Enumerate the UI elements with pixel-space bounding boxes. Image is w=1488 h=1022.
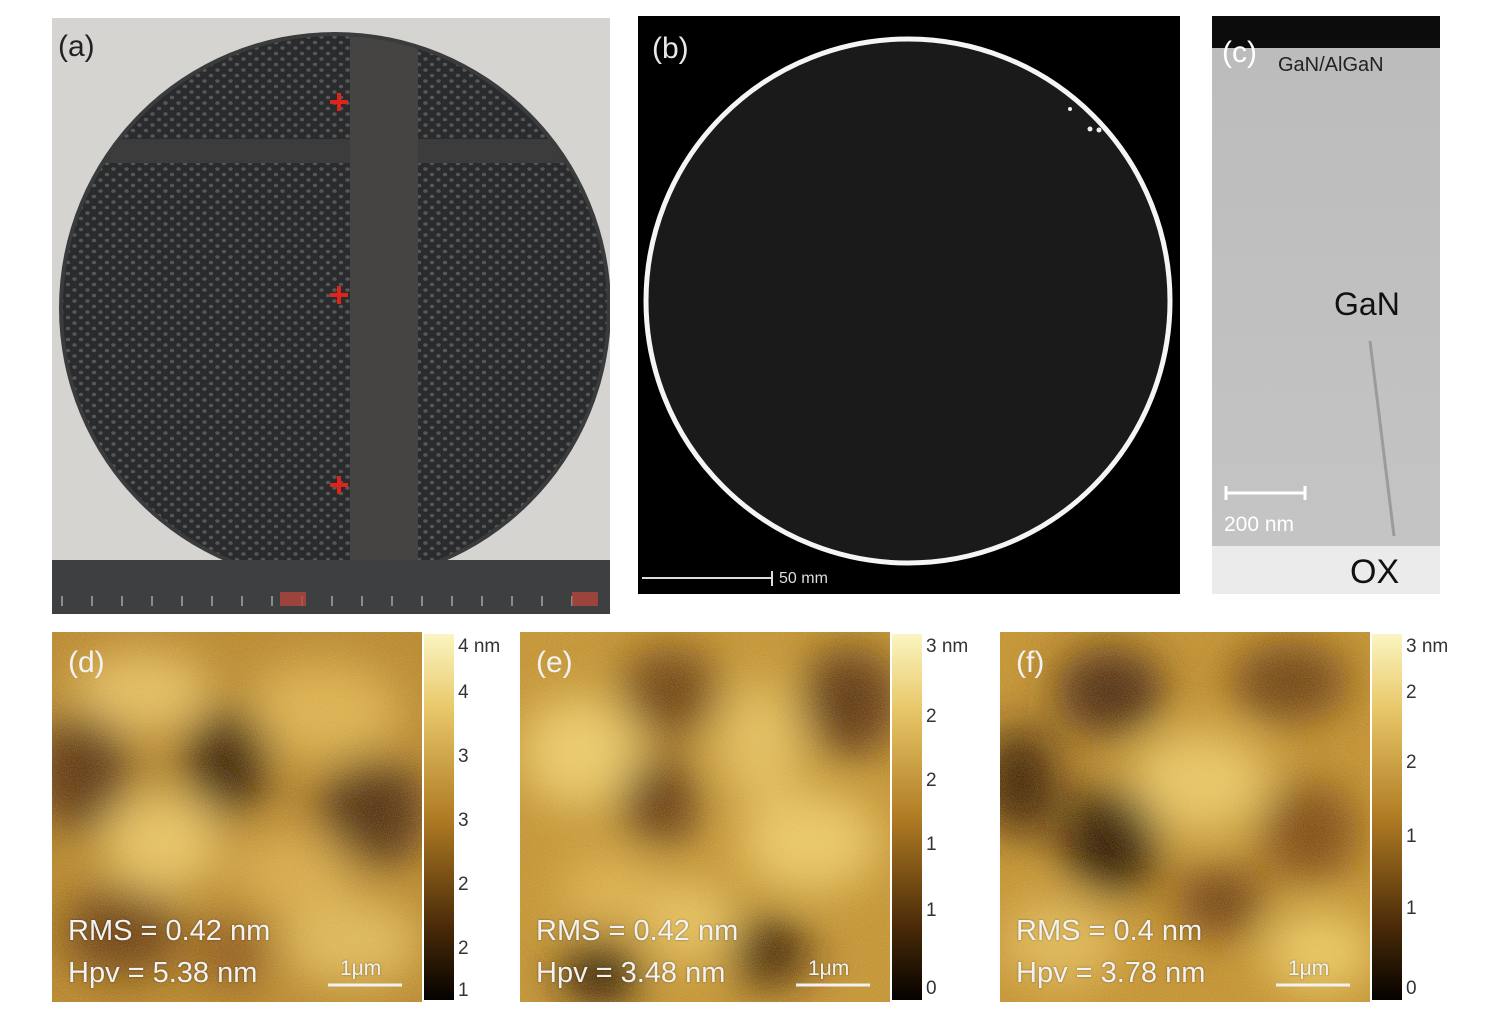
colorbar-f-max: 3 nm <box>1406 636 1449 657</box>
colorbar-d-tick: 1 <box>458 980 469 1001</box>
panel-e-label: (e) <box>536 646 573 679</box>
colorbar-f-tick: 1 <box>1406 898 1417 919</box>
colorbar-d-tick: 2 <box>458 938 469 959</box>
scale-bar-c-label: 200 nm <box>1224 513 1295 536</box>
scale-e: 1μm <box>808 957 850 980</box>
afm-image-f: (f) RMS = 0.4 nm Hpv = 3.78 nm 1μm <box>1000 632 1370 1002</box>
top-layer <box>1212 16 1440 48</box>
panel-c-label: (c) <box>1222 36 1257 69</box>
colorbar-f-tick: 1 <box>1406 826 1417 847</box>
panel-f-label: (f) <box>1016 646 1045 679</box>
colorbar-d-tick: 3 <box>458 746 469 767</box>
colorbar-e <box>892 634 922 1000</box>
colorbar-f-tick: 2 <box>1406 752 1417 773</box>
colorbar-d-tick: 2 <box>458 874 469 895</box>
layer-gan-label: GaN <box>1334 286 1400 322</box>
hpv-f: Hpv = 3.78 nm <box>1016 957 1206 989</box>
rms-f: RMS = 0.4 nm <box>1016 915 1203 947</box>
colorbar-e-tick: 1 <box>926 900 937 921</box>
hpv-e: Hpv = 3.48 nm <box>536 957 726 989</box>
colorbar-f-tick: 0 <box>1406 978 1417 999</box>
layer-ox-label: OX <box>1350 553 1400 591</box>
colorbar-d <box>424 634 454 1000</box>
colorbar-d-tick: 3 <box>458 810 469 831</box>
colorbar-f-tick: 2 <box>1406 682 1417 703</box>
gan-layer <box>1212 48 1440 546</box>
colorbar-d-max: 4 nm <box>458 636 501 657</box>
colorbar-d-tick: 4 <box>458 682 469 703</box>
layer-gan-algan-label: GaN/AlGaN <box>1278 54 1384 76</box>
rms-e: RMS = 0.42 nm <box>536 915 739 947</box>
scale-bar-b-label: 50 mm <box>779 570 828 587</box>
ox-layer <box>1212 546 1440 594</box>
panel-d-label: (d) <box>68 646 105 679</box>
panel-a-wafer-photo: (a) <box>52 18 610 614</box>
panel-b-label: (b) <box>652 32 689 65</box>
red-markers <box>330 93 348 494</box>
colorbar-e-tick: 2 <box>926 706 937 727</box>
colorbar-e-max: 3 nm <box>926 636 969 657</box>
afm-image-e: (e) RMS = 0.42 nm Hpv = 3.48 nm 1μm <box>520 632 890 1002</box>
wafer-map <box>642 36 1173 586</box>
colorbar-e-tick: 1 <box>926 834 937 855</box>
panel-b-wafer-map: (b) 50 mm <box>638 16 1180 594</box>
scale-d: 1μm <box>340 957 382 980</box>
afm-image-d: (d) RMS = 0.42 nm Hpv = 5.38 nm 1μm <box>52 632 422 1002</box>
colorbar-e-tick: 0 <box>926 978 937 999</box>
panel-c-cross-section: (c) GaN/AlGaN GaN 200 nm OX <box>1212 16 1440 594</box>
scale-f: 1μm <box>1288 957 1330 980</box>
wafer-photo <box>52 32 610 614</box>
hpv-d: Hpv = 5.38 nm <box>68 957 258 989</box>
colorbar-f <box>1372 634 1402 1000</box>
colorbar-e-tick: 2 <box>926 770 937 791</box>
panel-a-label: (a) <box>58 30 95 63</box>
rms-d: RMS = 0.42 nm <box>68 915 271 947</box>
